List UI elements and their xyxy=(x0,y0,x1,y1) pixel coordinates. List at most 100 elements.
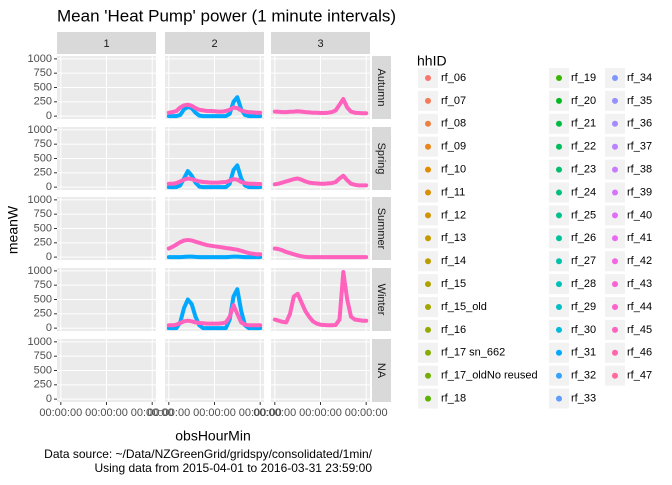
legend-marker xyxy=(612,258,618,265)
legend-label: rf_14 xyxy=(441,255,466,267)
legend-label: rf_07 xyxy=(441,95,466,107)
strip-label: 2 xyxy=(211,38,217,50)
strip-label: Autumn xyxy=(375,69,387,107)
legend-marker xyxy=(425,235,431,242)
y-tick-label: 1000 xyxy=(28,194,52,206)
legend-label: rf_32 xyxy=(571,370,596,382)
strip xyxy=(372,56,391,119)
data-line xyxy=(272,97,369,116)
x-tick-label: 00:00:00 xyxy=(85,407,128,419)
legend-label: rf_35 xyxy=(627,95,652,107)
data-line xyxy=(166,102,263,115)
x-tick-label: 00:00:00 xyxy=(193,407,236,419)
y-tick-label: 750 xyxy=(34,350,52,362)
y-tick-label: 750 xyxy=(34,279,52,291)
data-line xyxy=(272,173,369,188)
legend-marker xyxy=(556,189,562,196)
legend-label: rf_18 xyxy=(441,393,466,405)
x-tick-label: 00:00:00 xyxy=(39,407,82,419)
legend-marker xyxy=(612,212,618,219)
legend-label: rf_41 xyxy=(627,232,652,244)
legend-label: rf_45 xyxy=(627,324,652,336)
legend-label: rf_11 xyxy=(441,186,465,198)
legend-marker xyxy=(612,75,618,81)
legend-title: hhID xyxy=(417,53,447,69)
legend-marker xyxy=(556,326,562,333)
legend-label: rf_26 xyxy=(571,232,596,244)
y-tick-label: 0 xyxy=(46,322,52,334)
legend-label: rf_44 xyxy=(627,301,652,313)
legend-label: rf_40 xyxy=(627,209,652,221)
legend-label: rf_08 xyxy=(441,118,466,130)
strip-label: Spring xyxy=(375,143,387,175)
legend-marker xyxy=(425,166,431,173)
legend-label: rf_29 xyxy=(571,301,596,313)
x-tick-label: 00:00:00 xyxy=(345,407,388,419)
y-tick-label: 750 xyxy=(34,208,52,220)
y-tick-label: 0 xyxy=(46,110,52,122)
legend-marker xyxy=(612,235,618,242)
legend-label: rf_17 sn_662 xyxy=(441,347,505,359)
legend-marker xyxy=(425,97,431,104)
legend-label: rf_36 xyxy=(627,118,652,130)
y-tick-label: 250 xyxy=(34,237,52,249)
legend-label: rf_10 xyxy=(441,164,466,176)
legend-marker xyxy=(425,304,431,310)
legend-marker xyxy=(612,189,618,196)
y-axis-title: meanW xyxy=(5,205,21,254)
y-tick-label: 250 xyxy=(34,167,52,179)
legend-marker xyxy=(612,326,618,333)
x-tick-label: 00:00:00 xyxy=(239,407,282,419)
chart-title: Mean 'Heat Pump' power (1 minute interva… xyxy=(57,6,396,25)
strip xyxy=(271,32,370,54)
data-line xyxy=(166,176,263,186)
legend-marker xyxy=(556,75,562,81)
legend-marker xyxy=(612,97,618,104)
data-line xyxy=(166,95,263,119)
legend-label: rf_25 xyxy=(571,209,596,221)
legend-label: rf_20 xyxy=(571,95,596,107)
data-line xyxy=(166,254,263,260)
data-line xyxy=(166,303,263,328)
data-line xyxy=(272,246,369,260)
legend-label: rf_12 xyxy=(441,209,466,221)
strip-label: 1 xyxy=(103,38,109,50)
y-tick-label: 0 xyxy=(46,181,52,193)
legend-label: rf_13 xyxy=(441,232,466,244)
y-tick-label: 500 xyxy=(34,152,52,164)
legend-marker xyxy=(612,372,618,379)
legend-marker xyxy=(556,120,562,127)
legend-marker xyxy=(556,281,562,288)
legend-label: rf_09 xyxy=(441,141,466,153)
legend-label: rf_22 xyxy=(571,141,596,153)
y-tick-label: 500 xyxy=(34,364,52,376)
strip xyxy=(372,197,391,260)
legend-label: rf_39 xyxy=(627,186,652,198)
data-line xyxy=(272,270,369,328)
legend-label: rf_30 xyxy=(571,324,596,336)
legend-marker xyxy=(556,395,562,402)
y-tick-label: 500 xyxy=(34,293,52,305)
y-tick-label: 250 xyxy=(34,308,52,320)
x-tick-label: 00:00:00 xyxy=(299,407,342,419)
x-tick-label: 00:00:00 xyxy=(131,407,174,419)
strip-label: Summer xyxy=(375,208,387,250)
legend-marker xyxy=(556,97,562,104)
legend-label: rf_23 xyxy=(571,164,596,176)
x-tick-label: 00:00:00 xyxy=(253,407,296,419)
y-tick-label: 750 xyxy=(34,138,52,150)
x-axis-title: obsHourMin xyxy=(175,428,250,444)
legend-label: rf_19 xyxy=(571,72,596,84)
legend-marker xyxy=(612,143,618,150)
legend-label: rf_16 xyxy=(441,324,466,336)
strip xyxy=(57,32,156,54)
y-tick-label: 1000 xyxy=(28,336,52,348)
legend-label: rf_15_old xyxy=(441,301,487,313)
legend-label: rf_33 xyxy=(571,393,596,405)
caption: Data source: ~/Data/NZGreenGrid/gridspy/… xyxy=(44,447,372,461)
data-line xyxy=(166,238,263,257)
legend-label: rf_38 xyxy=(627,164,652,176)
legend-marker xyxy=(612,281,618,288)
legend-label: rf_24 xyxy=(571,186,596,198)
